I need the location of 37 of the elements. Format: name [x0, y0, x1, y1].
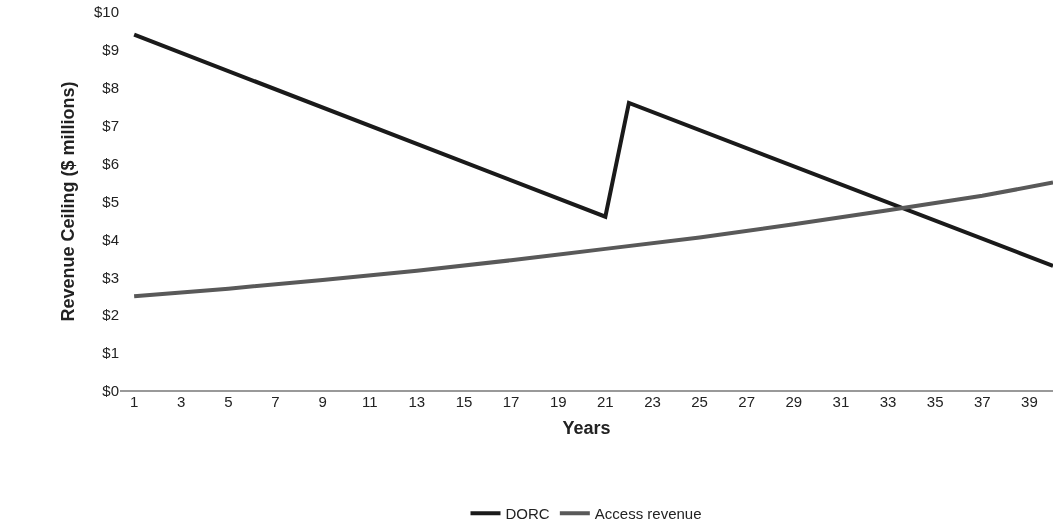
x-tick-label: 39 [1021, 393, 1038, 410]
y-tick-label: $6 [102, 154, 119, 172]
x-tick-label: 35 [926, 393, 944, 410]
x-tick-label: 27 [738, 393, 756, 410]
x-tick-label: 5 [224, 393, 233, 410]
y-tick-label: $9 [102, 41, 119, 59]
x-tick-label: 29 [785, 393, 803, 410]
legend-label: Access revenue [594, 505, 702, 523]
x-tick-label: 23 [644, 393, 661, 410]
y-tick-label: $8 [102, 79, 119, 97]
y-tick-label: $4 [102, 230, 119, 248]
y-tick-label: $7 [102, 116, 119, 134]
legend-label: DORC [505, 505, 550, 523]
y-tick-label: $1 [102, 344, 119, 362]
y-tick-label: $0 [102, 382, 119, 400]
line-series [132, 32, 1053, 268]
y-axis-title: Revenue Ceiling ($ millions) [58, 81, 79, 322]
x-tick-label: 19 [549, 393, 567, 410]
x-tick-label: 17 [502, 393, 520, 410]
x-tick-label: 15 [455, 393, 473, 410]
x-tick-label: 21 [597, 393, 614, 410]
x-tick-label: 3 [177, 393, 186, 410]
x-tick-label: 1 [129, 393, 139, 410]
line-series [132, 180, 1053, 299]
x-tick-label: 31 [832, 393, 850, 410]
x-tick-label: 11 [361, 393, 378, 410]
y-tick-label: $2 [102, 306, 119, 324]
x-tick-label: 37 [973, 393, 991, 410]
y-tick-label: $5 [102, 192, 119, 210]
x-tick-label: 7 [271, 393, 280, 410]
y-tick-label: $10 [93, 3, 119, 21]
x-tick-label: 25 [691, 393, 708, 410]
y-tick-label: $3 [102, 268, 119, 286]
x-tick-label: 9 [318, 393, 327, 410]
x-tick-label: 33 [879, 393, 897, 410]
x-tick-label: 13 [408, 393, 426, 410]
x-axis-title: Years [562, 418, 611, 439]
